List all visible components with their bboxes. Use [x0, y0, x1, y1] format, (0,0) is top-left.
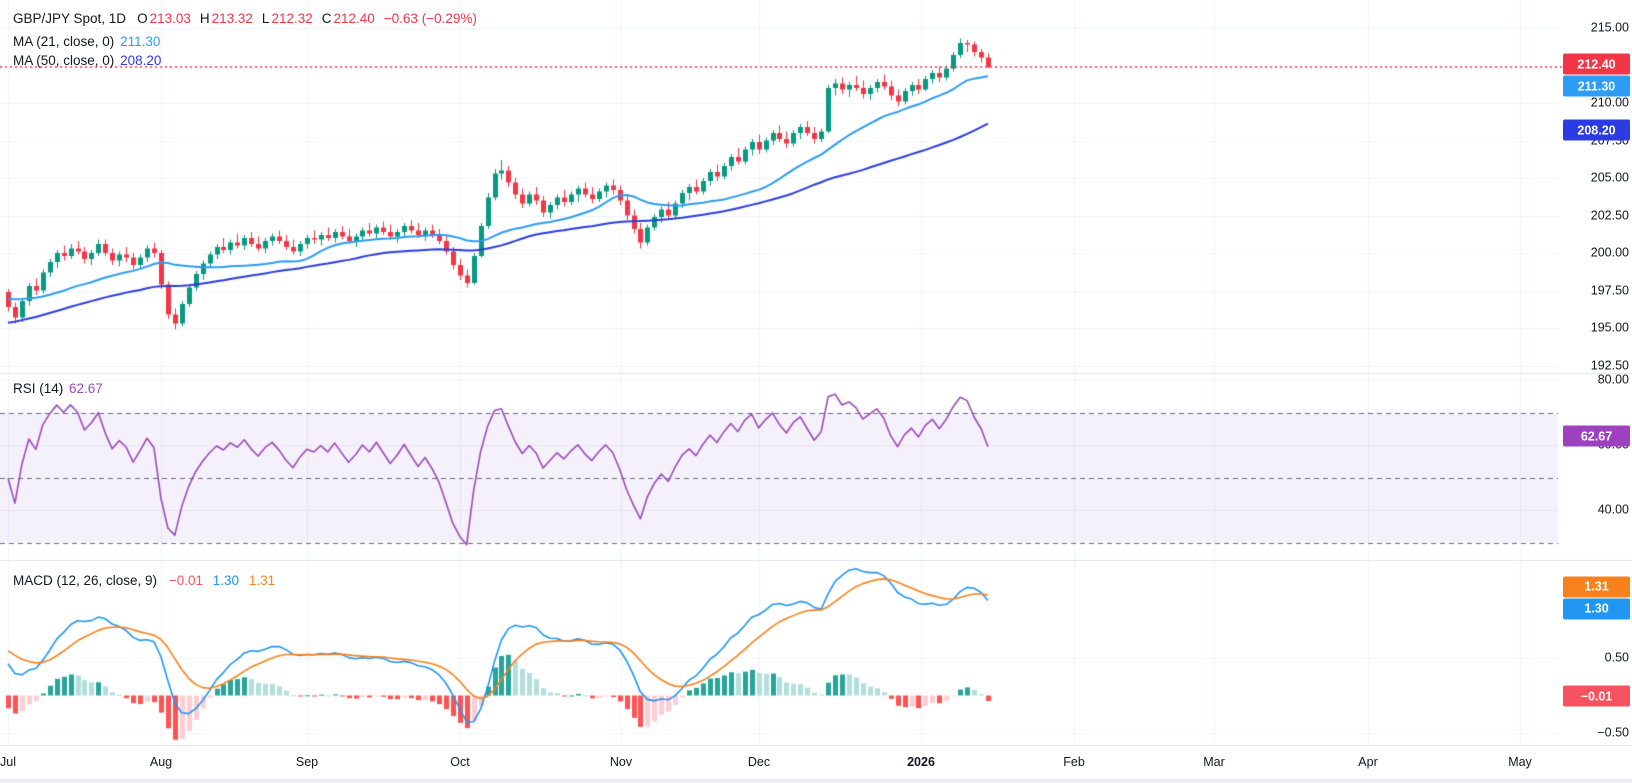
time-axis-label: Oct: [450, 755, 470, 769]
ma50-legend[interactable]: MA (50, close, 0) 208.20: [13, 53, 162, 68]
time-axis-label: Mar: [1203, 755, 1225, 769]
ohlc-open: O 213.03: [137, 11, 191, 26]
ohlc-high: H 213.32: [199, 11, 253, 26]
rsi-value: 62.67: [69, 381, 103, 396]
change-text: −0.63 (−0.29%): [383, 11, 477, 26]
time-axis-label: Jul: [0, 755, 16, 769]
macd-hist-value: −0.01: [168, 573, 203, 588]
axis-badge-macd-signal: 1.31: [1563, 576, 1630, 598]
time-axis-label: Feb: [1063, 755, 1085, 769]
time-axis-label: Dec: [747, 755, 771, 769]
ma50-value: 208.20: [120, 53, 162, 68]
macd-signal-value: 1.31: [248, 573, 276, 588]
price-tick-label: 205.00: [1590, 170, 1629, 185]
time-axis-label: Apr: [1358, 755, 1378, 769]
price-tick-label: 202.50: [1590, 208, 1629, 222]
price-tick-label: 192.50: [1590, 358, 1629, 372]
price-tick-label: 210.00: [1590, 95, 1629, 110]
macd-legend[interactable]: MACD (12, 26, close, 9) −0.01 1.30 1.31: [13, 573, 276, 588]
time-axis-label: 2026: [907, 755, 935, 769]
window-bottom-strip: [0, 779, 1632, 783]
price-tick-label: 195.00: [1590, 320, 1629, 335]
price-tick-label: 215.00: [1590, 20, 1629, 35]
time-axis-label: Nov: [609, 755, 633, 769]
ma21-legend[interactable]: MA (21, close, 0) 211.30: [13, 34, 161, 49]
price-tick-label: 200.00: [1590, 245, 1629, 260]
macd-tick-label: −0.50: [1597, 725, 1629, 740]
axis-badge-macd-line: 1.30: [1563, 598, 1630, 620]
time-axis[interactable]: Jul Aug Sep Oct Nov Dec 2026 Feb Mar Apr May: [0, 745, 1632, 783]
macd-line-value: 1.30: [212, 573, 240, 588]
ohlc-low: L 212.32: [261, 11, 313, 26]
rsi-legend[interactable]: RSI (14) 62.67: [13, 381, 103, 396]
time-axis-label: Aug: [149, 755, 173, 769]
time-axis-label: Sep: [295, 755, 319, 769]
axis-badge-macd-hist: −0.01: [1563, 685, 1630, 707]
symbol-title[interactable]: GBP/JPY Spot, 1D: [13, 11, 127, 26]
axis-badge-ma50: 208.20: [1563, 119, 1630, 141]
macd-tick-label: 0.50: [1604, 650, 1629, 665]
symbol-legend: GBP/JPY Spot, 1D O 213.03 H 213.32 L 212.32 C 21…: [13, 11, 477, 27]
price-tick-label: 197.50: [1590, 283, 1629, 297]
ma21-value: 211.30: [120, 34, 161, 49]
rsi-tick-label: 40.00: [1597, 502, 1629, 517]
axis-badge-price: 212.40: [1563, 53, 1630, 75]
time-axis-label: May: [1508, 755, 1532, 769]
ohlc-close: C 212.40: [321, 11, 375, 26]
axis-badge-rsi: 62.67: [1563, 425, 1630, 447]
rsi-tick-label: 80.00: [1597, 372, 1629, 387]
axis-badge-ma21: 211.30: [1563, 75, 1630, 97]
